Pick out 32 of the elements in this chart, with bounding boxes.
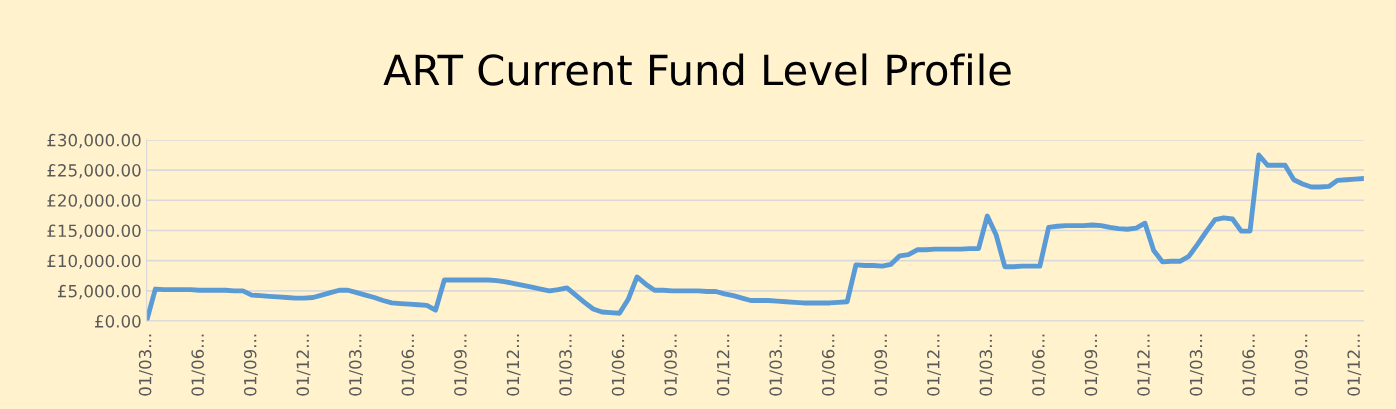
- y-tick-label: £20,000.00: [47, 194, 141, 209]
- x-tick-label: 01/06...: [821, 334, 836, 396]
- x-tick-label: 01/06...: [611, 334, 626, 396]
- y-tick-label: £25,000.00: [47, 164, 141, 179]
- x-tick-label: 01/09...: [1084, 334, 1099, 396]
- x-tick-label: 01/06...: [1242, 334, 1257, 396]
- x-tick-label: 01/03...: [348, 334, 363, 396]
- chart-title: ART Current Fund Level Profile: [383, 53, 1011, 86]
- x-tick-label: 01/06...: [191, 334, 206, 396]
- x-tick-label: 01/09...: [664, 334, 679, 396]
- x-tick-label: 01/09...: [243, 334, 258, 396]
- y-tick-label: £5,000.00: [57, 284, 141, 300]
- x-tick-label: 01/06...: [401, 334, 416, 396]
- x-tick-label: 01/03...: [979, 334, 994, 396]
- x-tick-label: 01/03...: [559, 334, 574, 396]
- x-tick-label: 01/06...: [1032, 334, 1047, 396]
- y-tick-label: £30,000.00: [47, 133, 141, 149]
- x-tick-label: 01/09...: [874, 334, 889, 396]
- y-tick-label: £0.00: [95, 315, 141, 328]
- x-tick-label: 01/12...: [296, 334, 311, 396]
- x-tick-label: 01/03...: [769, 334, 784, 396]
- x-tick-label: 01/12...: [716, 334, 731, 396]
- x-tick-label: 01/12...: [1347, 334, 1362, 396]
- x-tick-label: 01/03...: [1189, 334, 1204, 396]
- x-tick-label: 01/09...: [454, 334, 468, 396]
- x-tick-label: 01/03...: [138, 334, 153, 396]
- x-tick-label: 01/12...: [1137, 334, 1152, 396]
- y-tick-label: £15,000.00: [47, 224, 141, 239]
- x-tick-label: 01/09...: [1294, 334, 1309, 396]
- x-tick-label: 01/12...: [506, 334, 521, 396]
- x-tick-label: 01/12...: [927, 334, 941, 396]
- y-tick-label: £10,000.00: [47, 254, 141, 269]
